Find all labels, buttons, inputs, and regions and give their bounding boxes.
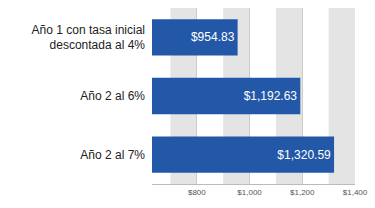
- svg-text:$1,200: $1,200: [290, 188, 315, 197]
- svg-text:Año 1 con tasa inicialdesconta: Año 1 con tasa inicialdescontada al 4%: [32, 23, 146, 53]
- svg-text:$1,320.59: $1,320.59: [277, 148, 331, 162]
- svg-text:$1,000: $1,000: [237, 188, 262, 197]
- svg-text:Año 2 al 7%: Año 2 al 7%: [80, 148, 145, 162]
- svg-text:$1,400: $1,400: [343, 188, 368, 197]
- svg-text:$1,192.63: $1,192.63: [244, 89, 298, 103]
- svg-text:Año 2 al 6%: Año 2 al 6%: [80, 89, 145, 103]
- svg-text:$800: $800: [188, 188, 206, 197]
- svg-text:$954.83: $954.83: [191, 30, 235, 44]
